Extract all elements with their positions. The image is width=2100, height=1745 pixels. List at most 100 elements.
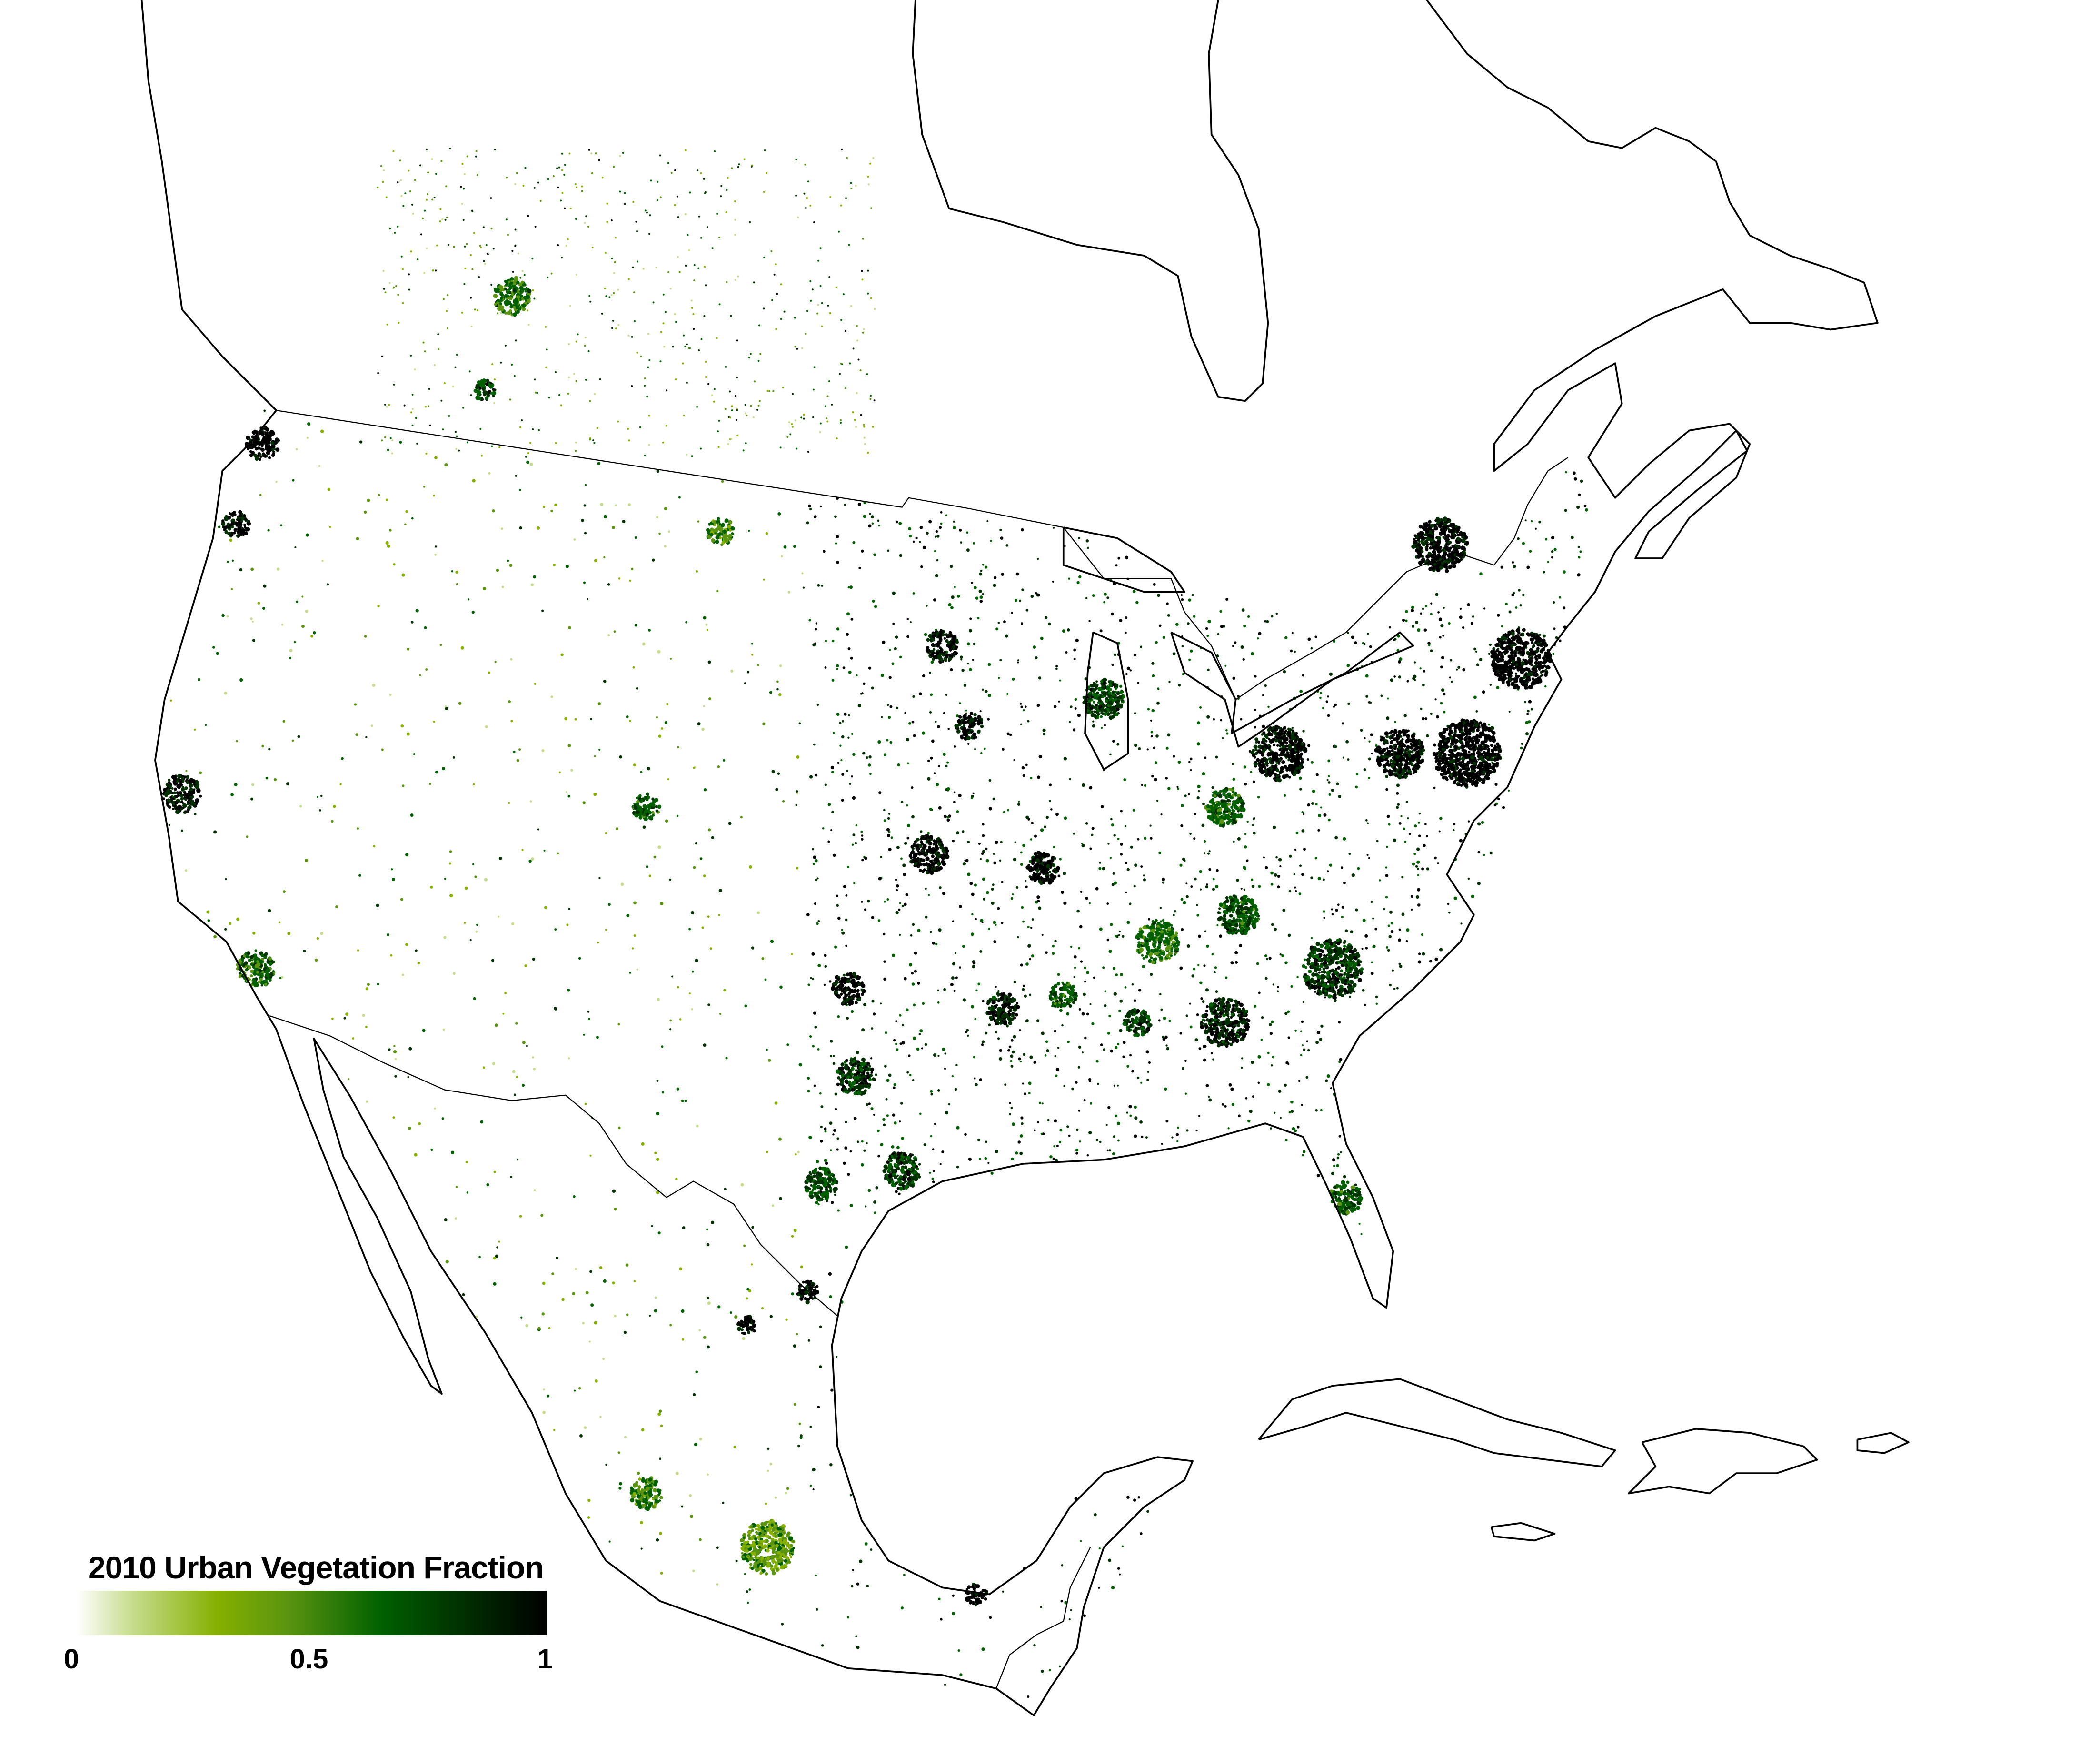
- urban-pixel: [1197, 784, 1201, 789]
- urban-pixel: [846, 633, 849, 636]
- urban-pixel: [995, 1031, 997, 1034]
- urban-pixel: [849, 1494, 852, 1497]
- urban-pixel: [725, 211, 727, 214]
- urban-pixel: [1327, 714, 1330, 717]
- urban-pixel: [1152, 674, 1155, 677]
- urban-pixel: [848, 244, 850, 246]
- urban-pixel: [1202, 772, 1205, 776]
- urban-pixel: [1038, 755, 1042, 759]
- urban-pixel: [1206, 883, 1208, 886]
- urban-pixel: [393, 286, 395, 288]
- urban-pixel: [945, 1110, 949, 1115]
- urban-pixel: [488, 671, 490, 674]
- urban-pixel: [1443, 693, 1446, 696]
- urban-pixel: [1438, 756, 1441, 759]
- urban-pixel: [980, 919, 984, 922]
- urban-pixel: [1151, 709, 1155, 713]
- urban-pixel: [836, 668, 838, 670]
- urban-pixel: [922, 1002, 925, 1005]
- urban-pixel: [988, 779, 992, 782]
- urban-pixel: [965, 709, 967, 712]
- urban-pixel: [1073, 976, 1075, 978]
- urban-pixel: [901, 904, 904, 907]
- urban-pixel: [1264, 866, 1268, 870]
- urban-pixel: [830, 765, 835, 770]
- urban-pixel: [856, 1582, 860, 1586]
- urban-pixel: [1010, 1065, 1014, 1068]
- urban-pixel: [594, 755, 596, 757]
- urban-pixel: [461, 163, 464, 165]
- urban-pixel: [1108, 1014, 1111, 1018]
- urban-pixel: [1299, 745, 1304, 750]
- urban-pixel: [681, 1338, 685, 1341]
- urban-pixel: [1416, 847, 1420, 851]
- urban-pixel: [1535, 658, 1539, 662]
- urban-pixel: [1477, 851, 1481, 854]
- urban-pixel: [405, 510, 408, 513]
- urban-pixel: [226, 615, 229, 618]
- urban-pixel: [1541, 674, 1544, 677]
- urban-pixel: [868, 666, 872, 670]
- urban-pixel: [1119, 1029, 1123, 1032]
- urban-pixel: [704, 266, 706, 268]
- urban-pixel: [1580, 479, 1583, 483]
- urban-pixel: [1422, 749, 1425, 752]
- urban-pixel: [1125, 616, 1128, 619]
- urban-pixel: [896, 1048, 899, 1051]
- urban-pixel: [987, 1162, 990, 1164]
- urban-pixel: [1488, 723, 1490, 726]
- urban-pixel: [1368, 740, 1371, 743]
- urban-pixel: [408, 1047, 412, 1051]
- urban-pixel: [1364, 737, 1366, 740]
- urban-pixel: [812, 416, 815, 418]
- urban-pixel: [843, 885, 846, 889]
- urban-pixel: [1214, 966, 1217, 969]
- urban-pixel: [1539, 634, 1542, 636]
- urban-pixel: [1099, 629, 1103, 633]
- urban-pixel: [1093, 701, 1095, 704]
- urban-pixel: [1330, 1087, 1333, 1090]
- urban-pixel: [795, 194, 797, 197]
- urban-pixel: [331, 1017, 334, 1020]
- urban-pixel: [829, 1054, 833, 1058]
- urban-pixel: [1086, 971, 1090, 974]
- urban-pixel: [1315, 1041, 1319, 1044]
- urban-pixel: [633, 320, 636, 322]
- urban-pixel: [1565, 471, 1567, 474]
- urban-pixel: [903, 872, 906, 876]
- urban-pixel: [1411, 734, 1415, 739]
- urban-pixel: [608, 1540, 611, 1543]
- urban-pixel: [889, 649, 891, 651]
- urban-pixel: [953, 520, 955, 523]
- urban-pixel: [1463, 727, 1467, 731]
- urban-pixel: [974, 883, 977, 887]
- urban-pixel: [1197, 790, 1200, 793]
- urban-pixel: [305, 609, 309, 613]
- urban-pixel: [631, 947, 634, 950]
- urban-pixel: [774, 1496, 777, 1499]
- urban-pixel: [1365, 695, 1369, 698]
- urban-pixel: [1281, 760, 1285, 764]
- urban-pixel: [498, 856, 502, 860]
- urban-pixel: [617, 288, 619, 291]
- urban-pixel: [1240, 887, 1243, 890]
- urban-pixel: [585, 378, 587, 381]
- urban-pixel: [1389, 983, 1392, 987]
- urban-pixel: [820, 1125, 823, 1129]
- urban-pixel: [1492, 738, 1496, 743]
- urban-pixel: [693, 328, 695, 330]
- urban-pixel: [1345, 740, 1349, 744]
- urban-pixel: [449, 893, 453, 898]
- urban-pixel: [899, 1042, 902, 1045]
- urban-pixel: [924, 1043, 927, 1046]
- urban-pixel: [1191, 974, 1194, 978]
- urban-pixel: [1025, 608, 1029, 612]
- urban-pixel: [1454, 724, 1458, 728]
- urban-pixel: [1029, 1055, 1033, 1059]
- urban-pixel: [1299, 788, 1302, 791]
- urban-pixel: [1181, 928, 1184, 931]
- urban-pixel: [1181, 645, 1184, 648]
- urban-pixel: [1151, 774, 1154, 778]
- urban-pixel: [870, 515, 874, 519]
- urban-pixel: [713, 400, 715, 403]
